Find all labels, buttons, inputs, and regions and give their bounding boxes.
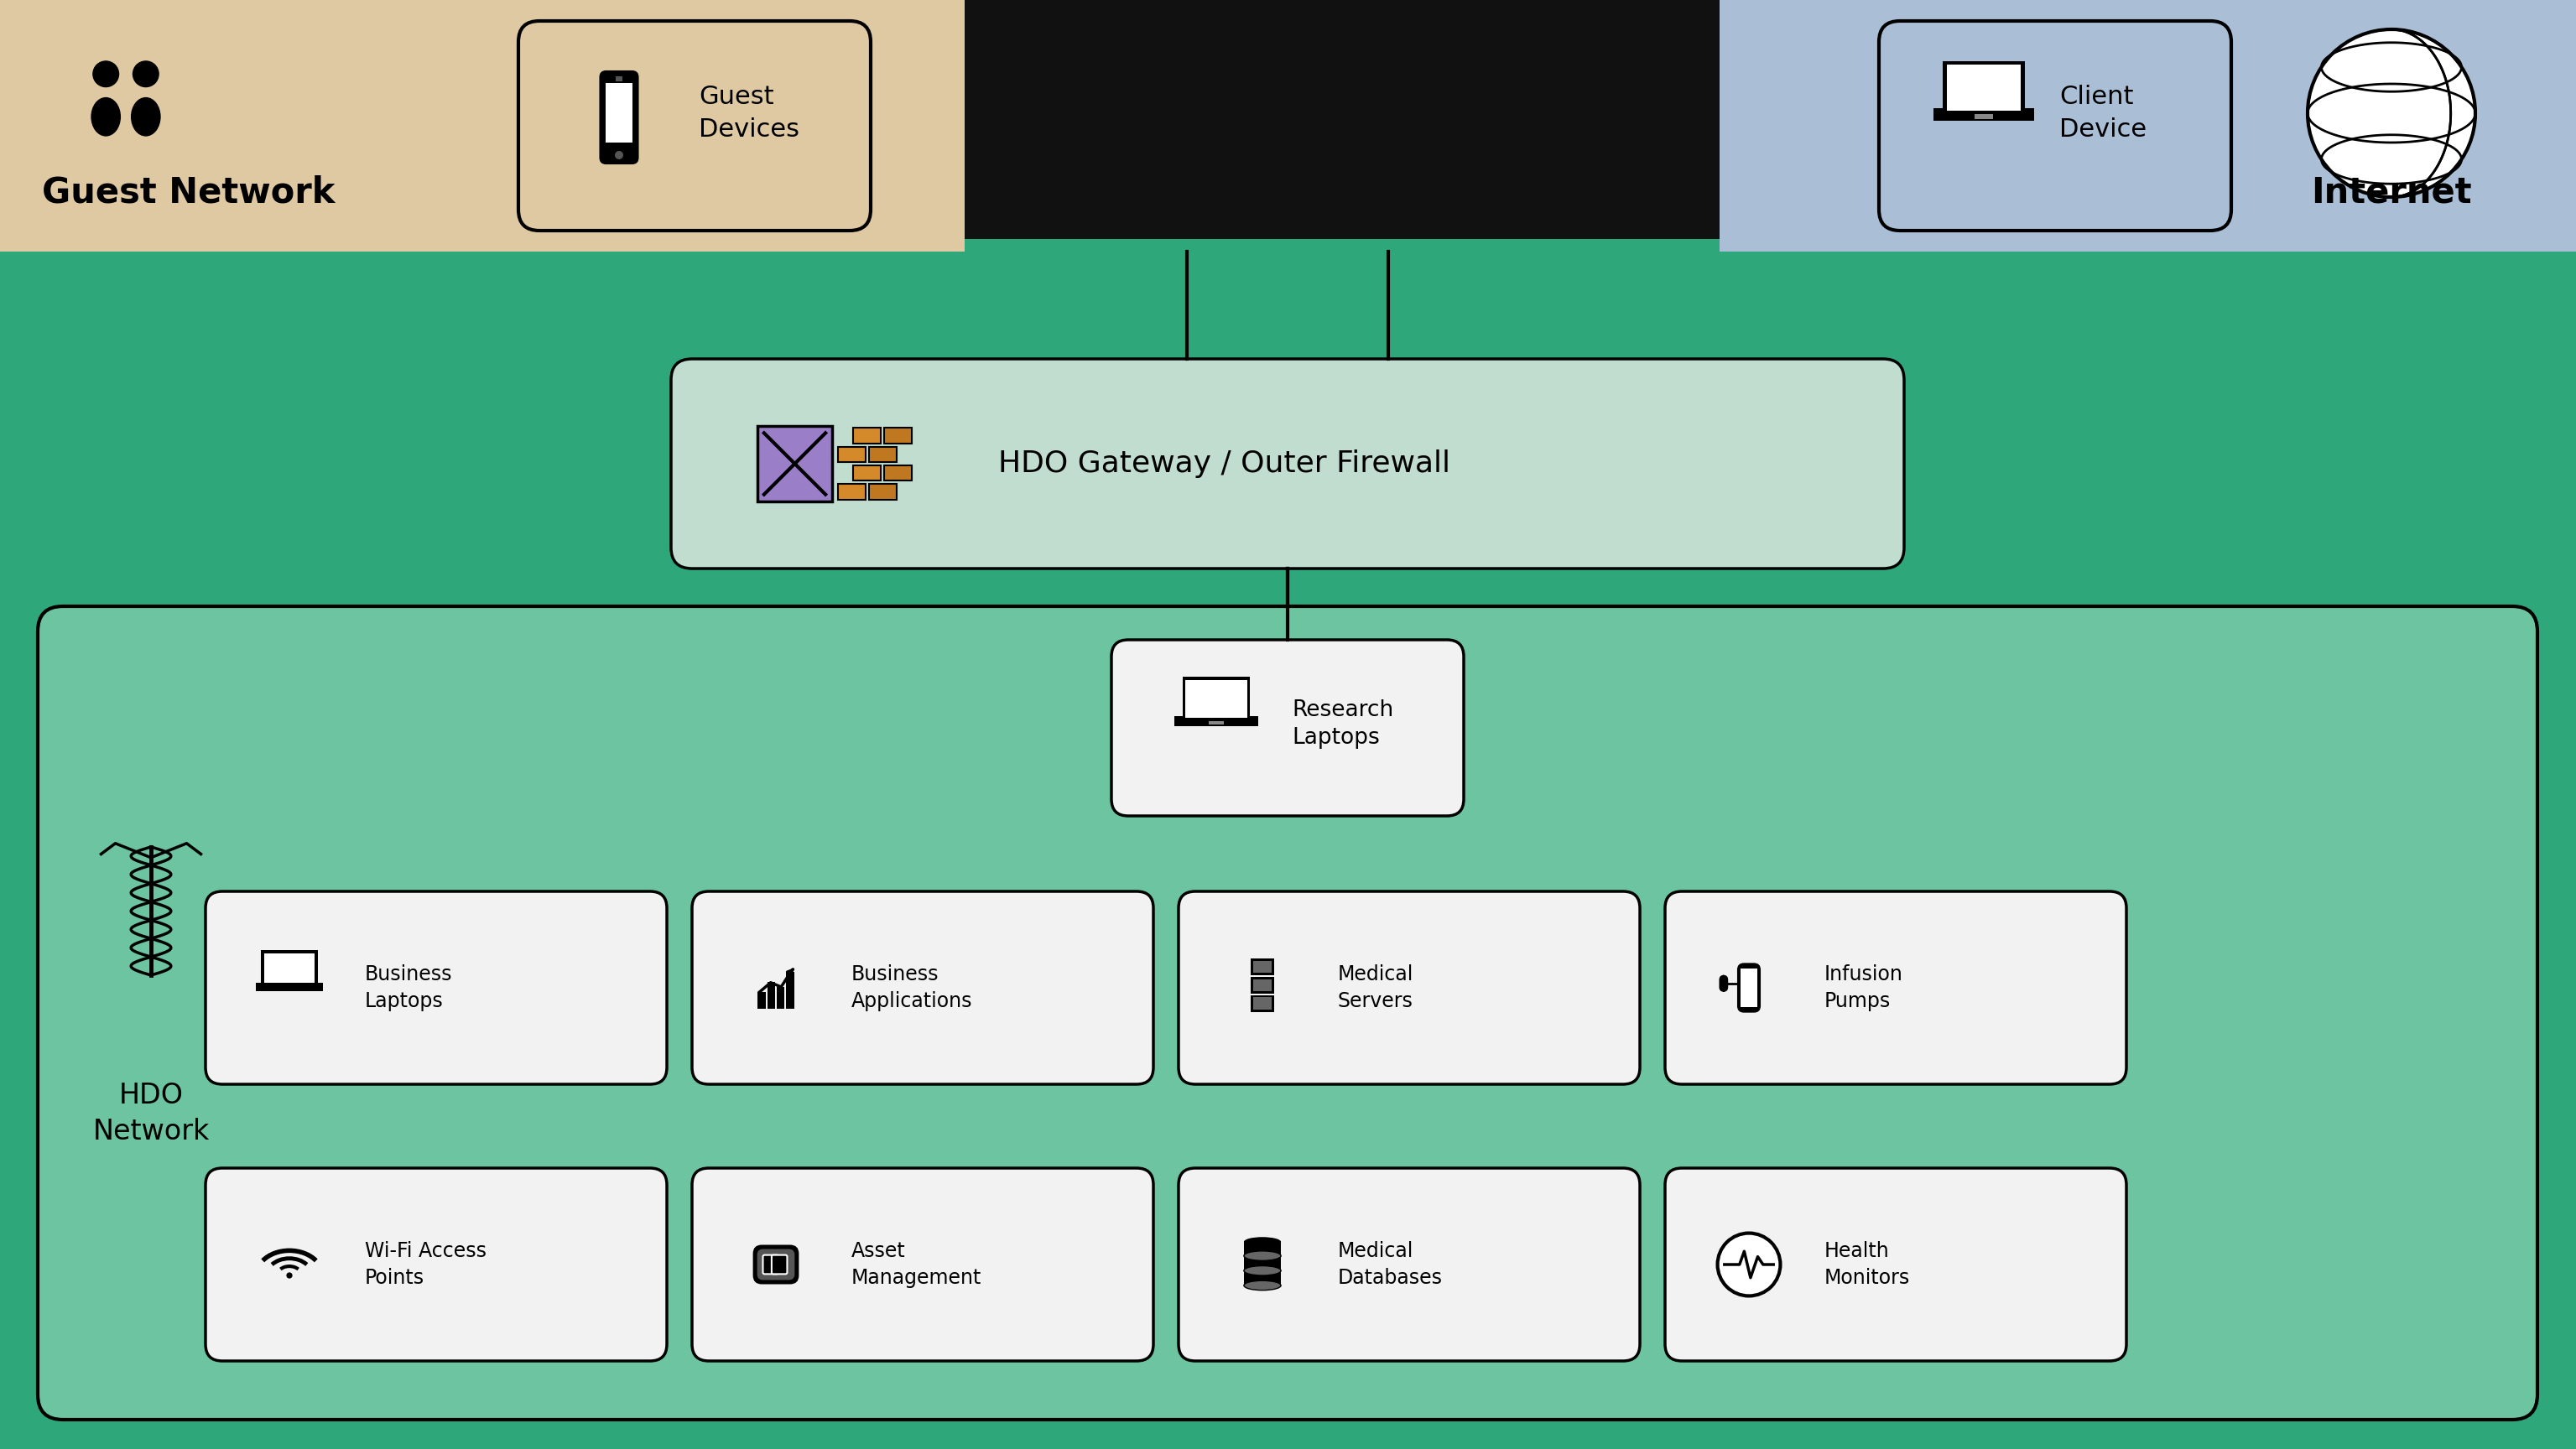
Text: Infusion
Pumps: Infusion Pumps xyxy=(1824,965,1904,1011)
Text: Internet: Internet xyxy=(2311,174,2473,210)
Bar xyxy=(1255,961,1273,972)
FancyBboxPatch shape xyxy=(1110,640,1463,816)
Bar xyxy=(868,484,896,500)
Bar xyxy=(1255,997,1273,1010)
Bar xyxy=(853,465,881,481)
Circle shape xyxy=(1718,1233,1780,1295)
Bar xyxy=(0,239,2576,1449)
Bar xyxy=(837,484,866,500)
FancyBboxPatch shape xyxy=(600,71,639,164)
Bar xyxy=(1208,722,1224,724)
Text: Medical
Servers: Medical Servers xyxy=(1337,965,1414,1011)
Ellipse shape xyxy=(1244,1250,1280,1261)
Text: Business
Laptops: Business Laptops xyxy=(366,965,453,1011)
Bar xyxy=(1942,61,2025,114)
Ellipse shape xyxy=(1244,1281,1280,1290)
Bar xyxy=(1244,1256,1280,1271)
Bar xyxy=(757,993,765,1009)
FancyBboxPatch shape xyxy=(518,20,871,230)
Text: Wi-Fi Access
Points: Wi-Fi Access Points xyxy=(366,1242,487,1288)
FancyBboxPatch shape xyxy=(1878,20,2231,230)
Text: HDO
Network: HDO Network xyxy=(93,1081,209,1146)
FancyBboxPatch shape xyxy=(39,606,2537,1420)
Bar xyxy=(757,426,832,501)
Ellipse shape xyxy=(90,97,121,136)
Text: HDO Gateway / Outer Firewall: HDO Gateway / Outer Firewall xyxy=(997,449,1450,478)
Bar xyxy=(786,972,793,1009)
Text: Guest
Devices: Guest Devices xyxy=(698,85,799,142)
FancyBboxPatch shape xyxy=(1180,1168,1641,1361)
FancyBboxPatch shape xyxy=(1721,975,1728,991)
Text: Medical
Databases: Medical Databases xyxy=(1337,1242,1443,1288)
Bar xyxy=(1252,995,1273,1011)
Text: Business
Applications: Business Applications xyxy=(853,965,974,1011)
FancyBboxPatch shape xyxy=(762,1255,778,1274)
Bar xyxy=(868,446,896,462)
FancyBboxPatch shape xyxy=(1664,1168,2125,1361)
FancyBboxPatch shape xyxy=(206,891,667,1084)
FancyBboxPatch shape xyxy=(693,891,1154,1084)
Bar xyxy=(265,953,314,982)
Bar xyxy=(853,427,881,443)
Ellipse shape xyxy=(1244,1252,1280,1262)
Bar xyxy=(1244,1242,1280,1256)
Bar xyxy=(1182,677,1249,722)
FancyBboxPatch shape xyxy=(1180,891,1641,1084)
FancyBboxPatch shape xyxy=(693,1168,1154,1361)
FancyBboxPatch shape xyxy=(672,359,1904,568)
Bar xyxy=(1721,0,2576,252)
Circle shape xyxy=(2308,29,2476,197)
Bar xyxy=(260,951,317,987)
Ellipse shape xyxy=(1244,1266,1280,1275)
Text: Health
Monitors: Health Monitors xyxy=(1824,1242,1911,1288)
Circle shape xyxy=(616,151,623,159)
Bar xyxy=(1741,968,1757,1007)
FancyBboxPatch shape xyxy=(755,1246,799,1282)
Circle shape xyxy=(93,61,118,87)
Text: Guest Network: Guest Network xyxy=(41,174,335,210)
Bar xyxy=(255,982,322,991)
Text: Asset
Management: Asset Management xyxy=(853,1242,981,1288)
Bar xyxy=(1252,959,1273,975)
Ellipse shape xyxy=(1244,1237,1280,1246)
FancyBboxPatch shape xyxy=(1739,964,1759,1011)
Bar xyxy=(605,83,631,143)
Bar xyxy=(1935,109,2035,120)
Bar xyxy=(1973,114,1994,119)
Bar xyxy=(884,465,912,481)
Bar xyxy=(1175,716,1257,726)
FancyBboxPatch shape xyxy=(1664,891,2125,1084)
FancyBboxPatch shape xyxy=(206,1168,667,1361)
Bar xyxy=(778,987,786,1009)
Bar xyxy=(1947,65,2022,110)
Bar xyxy=(1255,980,1273,991)
Bar xyxy=(1252,977,1273,994)
Bar xyxy=(837,446,866,462)
Text: Research
Laptops: Research Laptops xyxy=(1291,698,1394,748)
Bar xyxy=(1185,680,1247,717)
Ellipse shape xyxy=(1244,1266,1280,1277)
Ellipse shape xyxy=(131,97,160,136)
Bar xyxy=(1244,1272,1280,1285)
Bar xyxy=(616,77,623,81)
Circle shape xyxy=(134,61,160,87)
Text: Client
Device: Client Device xyxy=(2058,85,2146,142)
FancyBboxPatch shape xyxy=(773,1255,788,1274)
Bar xyxy=(0,0,963,252)
Bar xyxy=(884,427,912,443)
FancyBboxPatch shape xyxy=(757,1249,793,1279)
Bar xyxy=(768,982,775,1009)
Circle shape xyxy=(286,1272,294,1278)
